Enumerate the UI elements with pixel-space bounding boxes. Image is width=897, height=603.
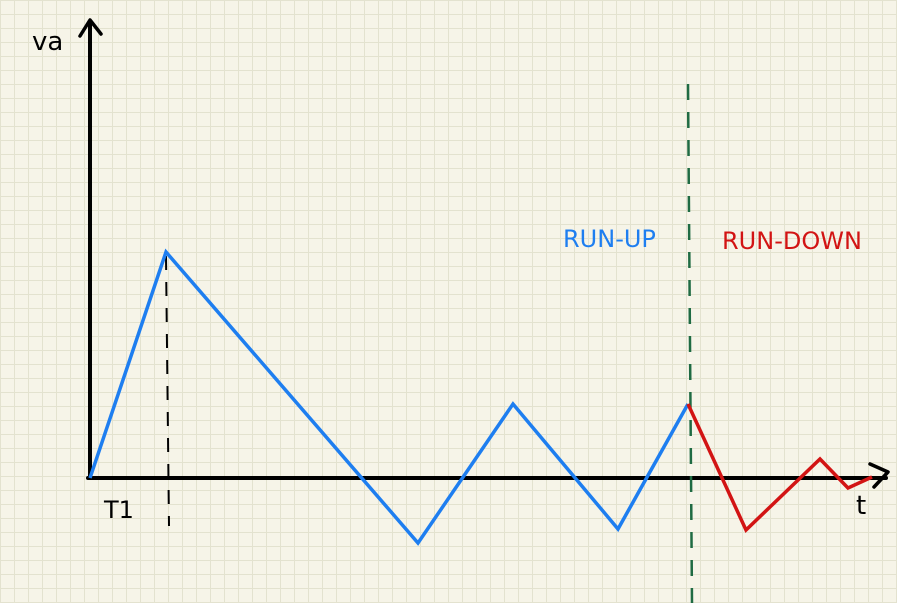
t1-dashed-marker [165,255,170,527]
y-axis-label: va [32,27,63,57]
x-axis-label: t [856,491,866,521]
run-down-waveform [686,403,873,533]
phase-divider-dashed [686,83,694,603]
x-axis-arrowhead [868,462,890,489]
run-up-label: RUN-UP [563,225,656,253]
axes [78,18,890,489]
y-axis-arrowhead [78,18,103,38]
run-down-label: RUN-DOWN [722,227,862,255]
run-up-waveform [88,248,690,546]
time-marker-label: T1 [103,496,134,524]
